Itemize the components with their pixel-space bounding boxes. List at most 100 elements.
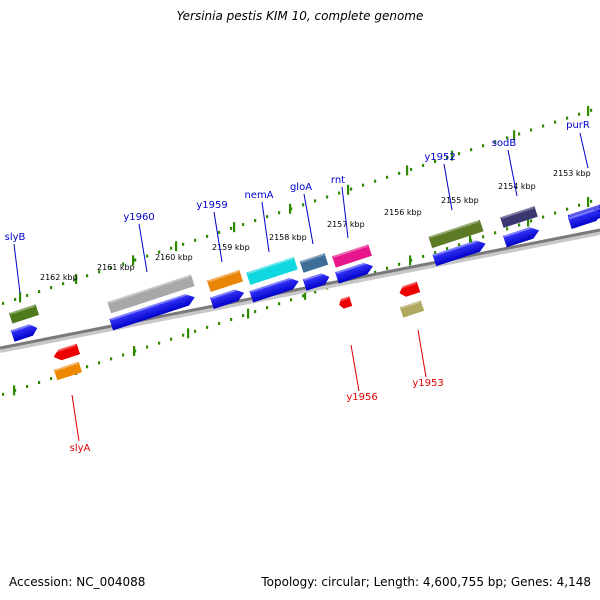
minor-tick (578, 203, 581, 207)
minor-tick (122, 262, 125, 266)
minor-tick (182, 333, 185, 337)
major-tick (19, 292, 22, 303)
minor-tick (290, 298, 293, 302)
genome-summary-text: Topology: circular; Length: 4,600,755 bp… (261, 575, 591, 589)
minor-tick (278, 302, 281, 306)
major-tick (247, 308, 250, 319)
gene-label-y1953: y1953 (412, 378, 443, 389)
kbp-label: 2155 kbp (441, 196, 479, 205)
minor-tick (458, 152, 461, 156)
major-tick (409, 255, 412, 266)
leader-line (579, 132, 589, 169)
minor-tick (86, 274, 89, 278)
minor-tick (542, 215, 545, 219)
minor-tick (518, 223, 521, 227)
minor-tick (278, 211, 281, 215)
major-tick (587, 196, 590, 207)
minor-tick (266, 215, 269, 219)
minor-tick (218, 230, 221, 234)
leader-line (71, 394, 80, 442)
minor-tick (302, 294, 305, 298)
minor-tick (242, 314, 245, 318)
leader-line (303, 193, 314, 245)
minor-tick (386, 175, 389, 179)
minor-tick (302, 203, 305, 207)
minor-tick (482, 235, 485, 239)
reverse-scale-ticks (2, 196, 593, 396)
nemA-gene (246, 257, 298, 285)
minor-tick (410, 167, 413, 171)
cds-forward (302, 271, 330, 291)
gene-label-sodB: sodB (492, 138, 517, 149)
minor-tick (398, 262, 401, 266)
backbone-line (0, 228, 600, 350)
minor-tick (422, 254, 425, 258)
gene-label-y1959: y1959 (196, 200, 227, 211)
backbone-shadow (0, 229, 600, 353)
minor-tick (254, 310, 257, 314)
minor-tick (170, 337, 173, 341)
major-tick (347, 184, 350, 195)
major-tick (132, 255, 135, 266)
minor-tick (554, 120, 557, 124)
kbp-label: 2157 kbp (327, 220, 365, 229)
minor-tick (362, 183, 365, 187)
minor-tick (434, 160, 437, 164)
minor-tick (14, 297, 17, 301)
minor-tick (2, 301, 5, 305)
minor-tick (98, 270, 101, 274)
leader-line (443, 163, 453, 211)
major-tick (187, 328, 190, 339)
minor-tick (26, 384, 29, 388)
minor-tick (578, 112, 581, 116)
major-tick (469, 235, 472, 246)
minor-tick (542, 124, 545, 128)
minor-tick (338, 191, 341, 195)
slyB-gene (8, 304, 40, 324)
y1952-gene (428, 219, 484, 249)
minor-tick (314, 199, 317, 203)
slyA-cds (52, 343, 81, 361)
minor-tick (254, 219, 257, 223)
minor-tick (230, 317, 233, 321)
minor-tick (146, 254, 149, 258)
minor-tick (458, 243, 461, 247)
gene-features (8, 204, 600, 381)
minor-tick (326, 195, 329, 199)
cds-forward (432, 238, 486, 267)
leader-line (507, 149, 518, 197)
leader-line (138, 223, 148, 273)
gene-labels: purR sodB y1952 rnt gloA nemA y1959 y1960 slyB y1… (5, 120, 590, 454)
gene-label-slyB: slyB (5, 232, 26, 243)
forward-scale-ticks (2, 105, 593, 305)
minor-tick (566, 116, 569, 120)
cds-forward (567, 207, 600, 230)
gene-label-gloA: gloA (290, 182, 312, 193)
minor-tick (146, 345, 149, 349)
leader-line (341, 186, 349, 239)
minor-tick (158, 341, 161, 345)
minor-tick (314, 290, 317, 294)
minor-tick (422, 163, 425, 167)
y1960-gene (107, 274, 195, 314)
minor-tick (446, 156, 449, 160)
kbp-label: 2158 kbp (269, 233, 307, 242)
major-tick (133, 346, 136, 357)
minor-tick (62, 282, 65, 286)
minor-tick (374, 270, 377, 274)
minor-tick (194, 238, 197, 242)
minor-tick (482, 144, 485, 148)
y1956-cds (338, 296, 353, 309)
major-tick (513, 130, 516, 141)
minor-tick (530, 128, 533, 132)
major-tick (527, 216, 530, 227)
gene-label-nemA: nemA (244, 190, 273, 201)
major-tick (406, 165, 409, 176)
minor-tick (590, 108, 593, 112)
major-tick (289, 203, 292, 214)
gene-label-y1956: y1956 (346, 392, 377, 403)
genome-backbone (0, 228, 600, 353)
gene-label-y1952: y1952 (424, 152, 455, 163)
minor-tick (242, 223, 245, 227)
